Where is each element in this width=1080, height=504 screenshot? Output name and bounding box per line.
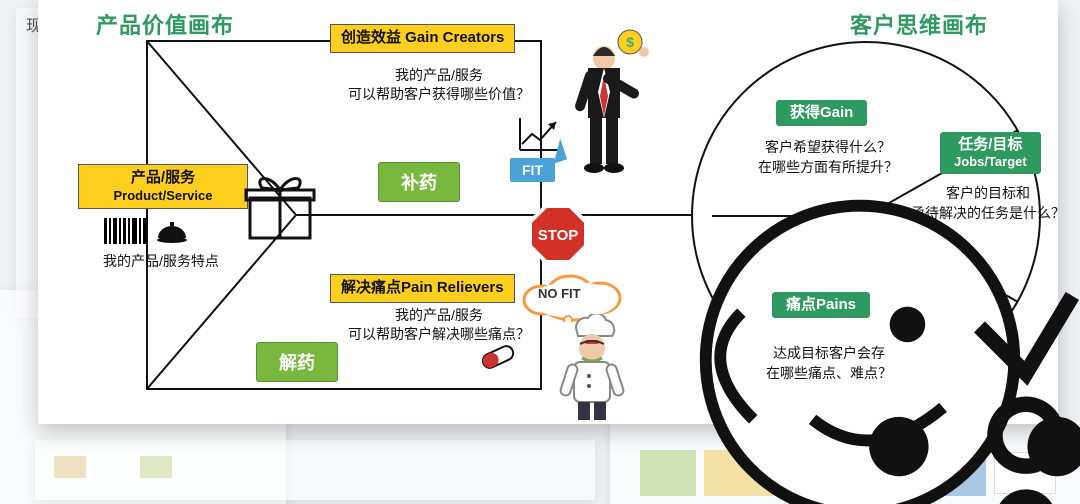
pill-icon (476, 344, 520, 370)
nofit-label: NO FIT (538, 286, 581, 301)
jieyao-pill: 解药 (256, 342, 338, 382)
gain-pill: 获得Gain (776, 100, 867, 126)
left-panel-title: 产品价值画布 (96, 8, 234, 40)
pains-desc: 达成目标客户会存 在哪些痛点、难点？ (734, 344, 924, 383)
pains-pill: 痛点Pains (772, 292, 870, 318)
svg-text:STOP: STOP (538, 227, 579, 244)
jobs-pill: 任务/目标 Jobs/Target (940, 132, 1041, 174)
product-service-en: Product/Service (89, 188, 237, 204)
product-service-box: 产品/服务 Product/Service (78, 164, 248, 209)
gift-icon (242, 172, 318, 242)
jobs-zh: 任务/目标 (958, 136, 1022, 153)
product-value-square: 产品/服务 Product/Service 我的产品/服务特点 创造效益 Gai… (146, 40, 542, 390)
svg-text:$: $ (626, 34, 634, 50)
bg-card (35, 440, 595, 500)
product-service-zh: 产品/服务 (131, 169, 195, 186)
bg-thumb (54, 456, 86, 478)
fit-tag: FIT (510, 158, 555, 182)
barcode-icon (104, 218, 148, 244)
center-fit-column: $ FIT STOP (516, 28, 686, 408)
businessman-icon: $ (560, 28, 656, 176)
right-panel-title: 客户思维画布 (850, 8, 988, 40)
jobs-desc: 客户的目标和 亟待解决的任务是什么？ (910, 184, 1066, 223)
gain-creators-box: 创造效益 Gain Creators (330, 24, 515, 53)
gain-desc: 客户希望获得什么？ 在哪些方面有所提升？ (734, 138, 922, 177)
product-service-desc: 我的产品/服务特点 (86, 252, 236, 271)
buyao-pill: 补药 (378, 162, 460, 202)
stop-sign-icon: STOP (526, 202, 590, 266)
jobs-en: Jobs/Target (954, 154, 1027, 170)
customer-profile-circle: 获得Gain 客户希望获得什么？ 在哪些方面有所提升？ 任务/目标 Jobs/T… (688, 38, 1044, 394)
diagram-canvas: 产品价值画布 客户思维画布 产品/服务 Product/Service (38, 0, 1058, 424)
dish-icon (156, 220, 188, 244)
pain-relievers-box: 解决痛点Pain Relievers (330, 274, 515, 303)
bg-thumb (140, 456, 172, 478)
chef-icon (550, 314, 636, 422)
